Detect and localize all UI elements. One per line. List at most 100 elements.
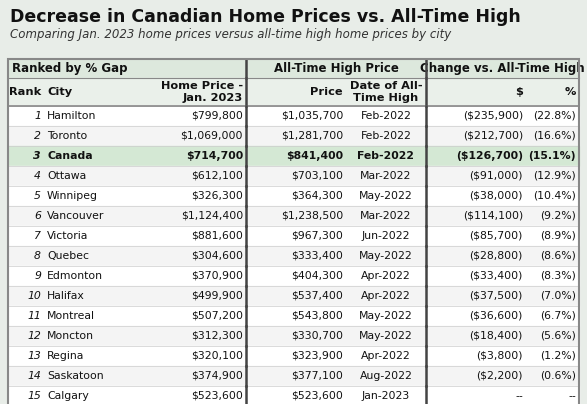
- Text: $881,600: $881,600: [191, 231, 243, 241]
- Text: Home Price -
Jan. 2023: Home Price - Jan. 2023: [161, 81, 243, 103]
- Text: 5: 5: [34, 191, 41, 201]
- Text: (12.9%): (12.9%): [533, 171, 576, 181]
- Text: 1: 1: [34, 111, 41, 121]
- Text: Winnipeg: Winnipeg: [47, 191, 98, 201]
- Text: May-2022: May-2022: [359, 331, 413, 341]
- Text: Montreal: Montreal: [47, 311, 95, 321]
- Text: (0.6%): (0.6%): [540, 371, 576, 381]
- Text: $1,124,400: $1,124,400: [181, 211, 243, 221]
- Text: (8.6%): (8.6%): [540, 251, 576, 261]
- Bar: [8, 246, 579, 266]
- Bar: [8, 306, 579, 326]
- Text: ($18,400): ($18,400): [470, 331, 523, 341]
- Text: $312,300: $312,300: [191, 331, 243, 341]
- Text: 13: 13: [27, 351, 41, 361]
- Bar: [8, 366, 579, 386]
- Text: Edmonton: Edmonton: [47, 271, 103, 281]
- Text: (9.2%): (9.2%): [540, 211, 576, 221]
- Text: --: --: [568, 391, 576, 401]
- Text: ($38,000): ($38,000): [470, 191, 523, 201]
- Bar: [8, 286, 579, 306]
- Text: $703,100: $703,100: [291, 171, 343, 181]
- Text: $404,300: $404,300: [291, 271, 343, 281]
- Text: Rank: Rank: [9, 87, 41, 97]
- Text: 15: 15: [27, 391, 41, 401]
- Text: $304,600: $304,600: [191, 251, 243, 261]
- Text: Mar-2022: Mar-2022: [360, 211, 411, 221]
- Text: Feb-2022: Feb-2022: [360, 111, 411, 121]
- Bar: [8, 59, 579, 404]
- Text: $323,900: $323,900: [291, 351, 343, 361]
- Bar: [426, 59, 579, 78]
- Text: Ranked by % Gap: Ranked by % Gap: [12, 62, 127, 75]
- Text: May-2022: May-2022: [359, 251, 413, 261]
- Text: ($91,000): ($91,000): [470, 171, 523, 181]
- Text: $1,035,700: $1,035,700: [281, 111, 343, 121]
- Text: $612,100: $612,100: [191, 171, 243, 181]
- Text: $507,200: $507,200: [191, 311, 243, 321]
- Bar: [8, 346, 579, 366]
- Text: (5.6%): (5.6%): [540, 331, 576, 341]
- Text: --: --: [515, 391, 523, 401]
- Text: $: $: [515, 87, 523, 97]
- Text: (16.6%): (16.6%): [533, 131, 576, 141]
- Text: Apr-2022: Apr-2022: [361, 291, 411, 301]
- Text: $1,069,000: $1,069,000: [180, 131, 243, 141]
- Text: All-Time High Price: All-Time High Price: [274, 62, 399, 75]
- Text: Price: Price: [311, 87, 343, 97]
- Bar: [8, 166, 579, 186]
- Text: Date of All-
Time High: Date of All- Time High: [350, 81, 422, 103]
- Text: 10: 10: [27, 291, 41, 301]
- Text: ($212,700): ($212,700): [463, 131, 523, 141]
- Bar: [8, 326, 579, 346]
- Text: Halifax: Halifax: [47, 291, 85, 301]
- Text: ($37,500): ($37,500): [470, 291, 523, 301]
- Text: Hamilton: Hamilton: [47, 111, 96, 121]
- Text: $799,800: $799,800: [191, 111, 243, 121]
- Text: May-2022: May-2022: [359, 311, 413, 321]
- Text: Change vs. All-Time High: Change vs. All-Time High: [420, 62, 585, 75]
- Text: ($36,600): ($36,600): [470, 311, 523, 321]
- Text: ($235,900): ($235,900): [463, 111, 523, 121]
- Bar: [8, 186, 579, 206]
- Text: Calgary: Calgary: [47, 391, 89, 401]
- Text: (1.2%): (1.2%): [540, 351, 576, 361]
- Text: $377,100: $377,100: [291, 371, 343, 381]
- Text: Jan-2023: Jan-2023: [362, 391, 410, 401]
- Text: ($3,800): ($3,800): [477, 351, 523, 361]
- Text: 4: 4: [34, 171, 41, 181]
- Bar: [0, 0, 587, 58]
- Text: ($126,700): ($126,700): [456, 151, 523, 161]
- Text: Feb-2022: Feb-2022: [360, 131, 411, 141]
- Text: $333,400: $333,400: [291, 251, 343, 261]
- Bar: [8, 226, 579, 246]
- Text: Vancouver: Vancouver: [47, 211, 104, 221]
- Text: %: %: [565, 87, 576, 97]
- Text: $1,238,500: $1,238,500: [281, 211, 343, 221]
- Text: ($2,200): ($2,200): [477, 371, 523, 381]
- Text: ($28,800): ($28,800): [470, 251, 523, 261]
- Text: $1,281,700: $1,281,700: [281, 131, 343, 141]
- Text: 7: 7: [34, 231, 41, 241]
- Bar: [8, 266, 579, 286]
- Text: (22.8%): (22.8%): [533, 111, 576, 121]
- Text: Ottawa: Ottawa: [47, 171, 86, 181]
- Text: Quebec: Quebec: [47, 251, 89, 261]
- Text: Toronto: Toronto: [47, 131, 87, 141]
- Text: 11: 11: [27, 311, 41, 321]
- Bar: [8, 59, 246, 78]
- Text: 9: 9: [34, 271, 41, 281]
- Text: $499,900: $499,900: [191, 291, 243, 301]
- Text: (7.0%): (7.0%): [540, 291, 576, 301]
- Text: $967,300: $967,300: [291, 231, 343, 241]
- Text: ($33,400): ($33,400): [470, 271, 523, 281]
- Text: City: City: [47, 87, 72, 97]
- Text: Comparing Jan. 2023 home prices versus all-time high home prices by city: Comparing Jan. 2023 home prices versus a…: [10, 28, 451, 41]
- Bar: [8, 59, 579, 404]
- Bar: [8, 78, 579, 106]
- Text: May-2022: May-2022: [359, 191, 413, 201]
- Text: Canada: Canada: [47, 151, 93, 161]
- Bar: [8, 126, 579, 146]
- Text: Mar-2022: Mar-2022: [360, 171, 411, 181]
- Text: $523,600: $523,600: [191, 391, 243, 401]
